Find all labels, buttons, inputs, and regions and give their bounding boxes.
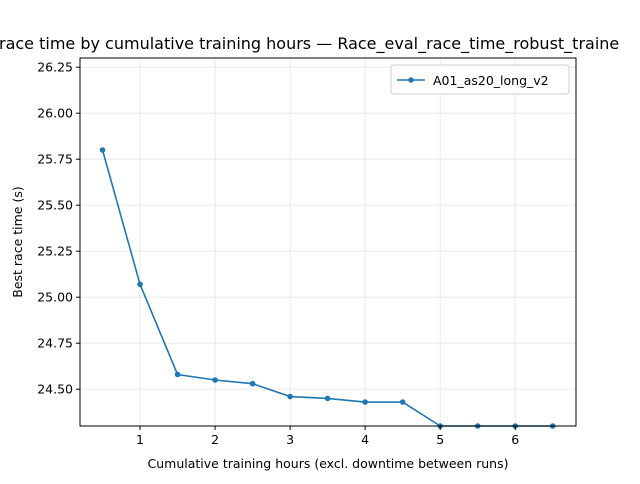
data-point xyxy=(174,371,181,378)
y-tick-label: 25.50 xyxy=(37,198,73,213)
legend-box xyxy=(390,64,570,95)
y-axis-label: Best race time (s) xyxy=(10,186,25,297)
data-point xyxy=(287,393,293,400)
y-tick-label: 26.25 xyxy=(37,60,73,75)
y-tick-label: 25.00 xyxy=(37,290,73,305)
x-tick-label: 2 xyxy=(211,432,219,447)
grid xyxy=(80,58,576,426)
y-tick-label: 26.00 xyxy=(37,106,73,121)
y-tick-label: 24.75 xyxy=(37,336,73,351)
y-axis: 24.50 24.75 25.00 25.25 25.50 25.75 26.00 26.25 xyxy=(37,60,80,397)
x-tick-label: 6 xyxy=(511,432,519,447)
x-axis: 1 2 3 4 5 6 xyxy=(136,426,519,447)
x-tick-label: 4 xyxy=(361,432,369,447)
data-point xyxy=(362,399,368,405)
chart-title: race time by cumulative training hours —… xyxy=(0,34,619,54)
x-tick-label: 5 xyxy=(436,432,444,447)
data-point xyxy=(212,377,218,383)
legend: A01_as20_long_v2 xyxy=(390,64,570,95)
legend-label: A01_as20_long_v2 xyxy=(433,73,549,88)
data-point xyxy=(249,380,256,387)
axes-frame xyxy=(79,57,577,427)
data-point xyxy=(324,395,331,402)
x-axis-label: Cumulative training hours (excl. downtim… xyxy=(148,456,509,471)
legend-marker-icon xyxy=(408,77,414,83)
x-tick-label: 3 xyxy=(286,432,294,447)
y-tick-label: 25.75 xyxy=(37,152,73,167)
data-point xyxy=(137,281,143,288)
x-tick-label: 1 xyxy=(136,432,144,447)
y-tick-label: 24.50 xyxy=(37,382,73,397)
data-point xyxy=(99,147,106,153)
y-tick-label: 25.25 xyxy=(37,244,73,259)
data-point xyxy=(399,399,406,405)
